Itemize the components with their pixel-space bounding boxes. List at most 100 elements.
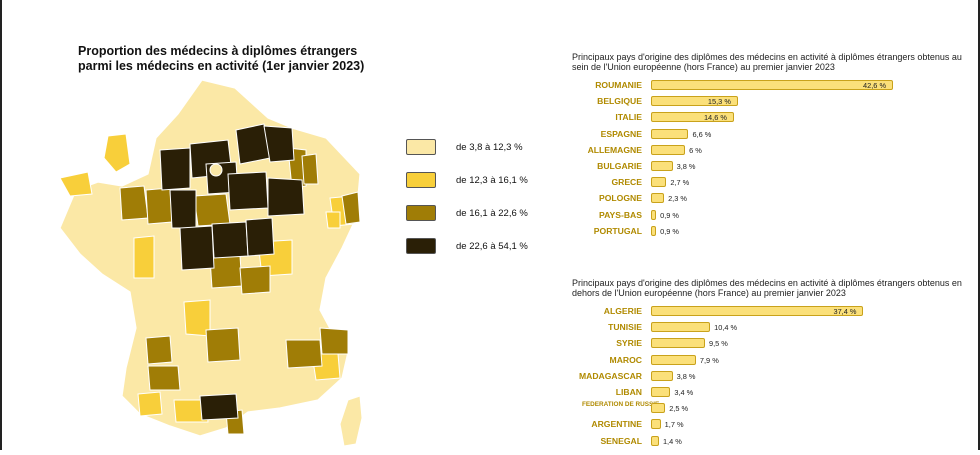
bar-value-label: 37,4 % — [833, 307, 857, 316]
dept-bin4-c2 — [227, 171, 269, 211]
dept-bin2-se2 — [325, 211, 341, 229]
bar-row: ESPAGNE 6,6 % — [572, 127, 977, 143]
bar-value-label: 0,9 % — [660, 210, 680, 220]
bar — [651, 338, 705, 349]
map-title-line2: parmi les médecins en activité (1er janv… — [78, 59, 365, 73]
bar-value-label: 3,8 % — [676, 161, 696, 171]
bar-row: LIBAN 3,4 % — [572, 385, 977, 401]
bar — [651, 403, 666, 414]
bar-row: TUNISIE 10,4 % — [572, 320, 977, 336]
bar-category-label: ALGERIE — [603, 306, 642, 316]
bar — [651, 225, 657, 236]
bar-category-label: LIBAN — [615, 386, 642, 397]
map-legend: de 3,8 à 12,3 % de 12,3 à 16,1 % de 16,1… — [406, 138, 528, 270]
bar — [651, 144, 686, 155]
frame-left-border — [0, 0, 2, 450]
bar-category-label: SENEGAL — [600, 435, 642, 446]
bar — [651, 370, 673, 381]
legend-label: de 12,3 à 16,1 % — [456, 174, 528, 186]
bar-value-label: 3,8 % — [676, 371, 696, 381]
bar-value-label: 9,5 % — [708, 339, 728, 349]
dept-bin2-center1 — [133, 235, 155, 279]
dept-bin4-c6 — [245, 217, 275, 257]
france-choropleth-map — [30, 78, 390, 450]
frame-right-border — [978, 0, 980, 450]
bar-value-label: 6 % — [689, 145, 702, 155]
bar-row: SYRIE 9,5 % — [572, 336, 977, 352]
bar-row: PORTUGAL 0,9 % — [572, 224, 977, 240]
bar-value-label: 0,9 % — [660, 226, 680, 236]
non-eu-chart-rows: ALGERIE 37,4 % TUNISIE 10,4 % SYRIE 9,5 % MARO… — [572, 304, 977, 450]
bar-row: ALGERIE 37,4 % — [572, 304, 977, 320]
corsica — [339, 395, 363, 447]
bar-row: ITALIE 14,6 % — [572, 110, 977, 126]
bar — [651, 306, 864, 316]
dept-bin2-normandy — [103, 133, 131, 173]
map-title: Proportion des médecins à diplômes étran… — [78, 44, 378, 74]
dept-bin3-c3 — [239, 265, 271, 295]
dept-bin3-w1 — [119, 185, 149, 221]
dept-bin3-sw2 — [147, 365, 181, 391]
bar-value-label: 10,4 % — [714, 323, 738, 333]
france-map-svg — [59, 79, 363, 447]
dept-bin2-south2 — [173, 399, 209, 423]
bar-row: ALLEMAGNE 6 % — [572, 143, 977, 159]
eu-origin-bar-chart: Principaux pays d'origine des diplômes d… — [572, 52, 977, 240]
bar-value-label: 42,6 % — [863, 81, 887, 90]
legend-row: de 12,3 à 16,1 % — [406, 171, 528, 189]
bar — [651, 354, 696, 365]
bar — [651, 128, 689, 139]
map-title-line1: Proportion des médecins à diplômes étran… — [78, 44, 358, 58]
bar-category-label: PAYS-BAS — [599, 209, 642, 220]
dept-bin3-se1 — [285, 339, 323, 369]
bar-row: SENEGAL 1,4 % — [572, 434, 977, 450]
legend-row: de 22,6 à 54,1 % — [406, 237, 528, 255]
bar-row: MAROC 7,9 % — [572, 353, 977, 369]
legend-label: de 22,6 à 54,1 % — [456, 240, 528, 252]
dept-bin3-c2 — [209, 255, 243, 289]
bar-category-label: BULGARIE — [597, 160, 642, 171]
bar-value-label: 1,4 % — [662, 436, 682, 446]
legend-swatch — [406, 172, 436, 188]
bar-row: GRECE 2,7 % — [572, 175, 977, 191]
bar-value-label: 2,5 % — [669, 404, 689, 414]
legend-swatch — [406, 238, 436, 254]
non-eu-origin-bar-chart: Principaux pays d'origine des diplômes d… — [572, 278, 977, 450]
bar-row: BULGARIE 3,8 % — [572, 159, 977, 175]
bar — [651, 209, 657, 220]
legend-row: de 3,8 à 12,3 % — [406, 138, 528, 156]
bar-row: FEDERATION DE RUSSIE 2,5 % — [572, 401, 977, 417]
bar — [651, 96, 738, 107]
legend-swatch — [406, 205, 436, 221]
dept-bin4-south — [199, 393, 239, 421]
dept-bin2-brittany — [59, 171, 93, 197]
bar — [651, 386, 671, 397]
bar-row: MADAGASCAR 3,8 % — [572, 369, 977, 385]
bar-value-label: 3,4 % — [674, 387, 694, 397]
bar-category-label: SYRIE — [616, 338, 642, 349]
bar — [651, 160, 673, 171]
legend-label: de 3,8 à 12,3 % — [456, 141, 523, 153]
legend-swatch — [406, 139, 436, 155]
dept-bin4-c3 — [267, 177, 305, 217]
bar-category-label: ARGENTINE — [591, 419, 642, 430]
bar-category-label: FEDERATION DE RUSSIE — [582, 401, 660, 409]
bar-category-label: ALLEMAGNE — [587, 144, 642, 155]
bar-row: PAYS-BAS 0,9 % — [572, 208, 977, 224]
bar-category-label: POLOGNE — [599, 193, 642, 204]
dept-bin3-sw1 — [145, 335, 173, 365]
dept-bin3-w2 — [145, 187, 173, 225]
dept-bin3-ne — [301, 153, 319, 185]
bar-row: ARGENTINE 1,7 % — [572, 417, 977, 433]
bar — [651, 193, 665, 204]
bar-value-label: 15,3 % — [707, 97, 731, 107]
dept-bin2-south1 — [137, 391, 163, 417]
bar-category-label: ITALIE — [615, 112, 642, 123]
bar-category-label: PORTUGAL — [593, 225, 642, 236]
dept-bin3-c1 — [193, 193, 231, 227]
bar-value-label: 2,3 % — [668, 194, 687, 204]
bar — [651, 419, 661, 430]
eu-chart-title: Principaux pays d'origine des diplômes d… — [572, 52, 962, 72]
bar-category-label: ROUMANIE — [595, 80, 642, 90]
bar-value-label: 1,7 % — [664, 420, 684, 430]
